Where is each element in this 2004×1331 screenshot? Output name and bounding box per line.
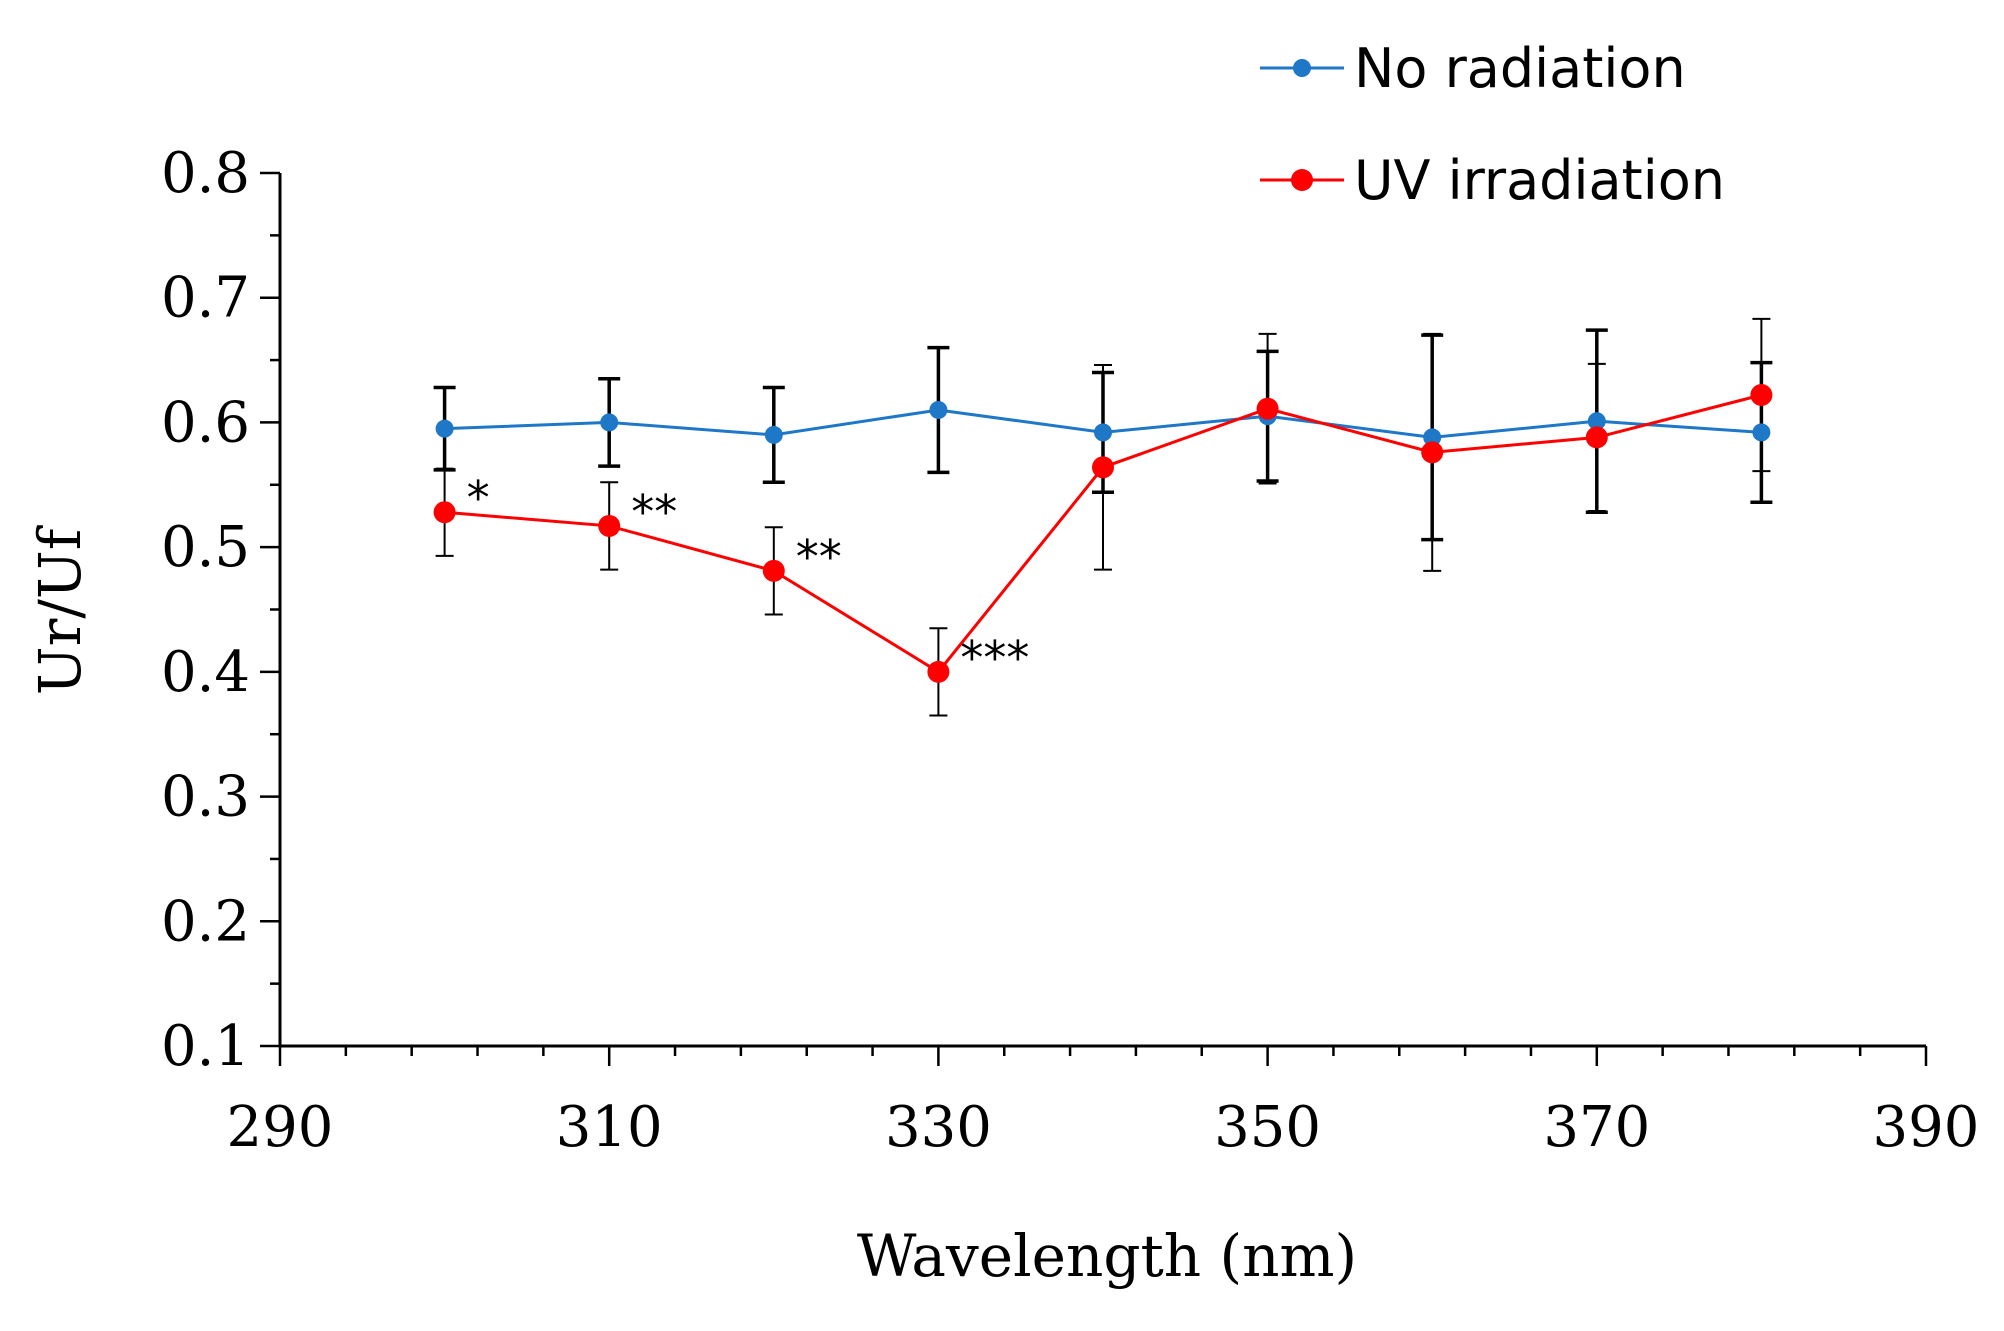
y-tick-label: 0.3 (161, 765, 250, 830)
data-point-no-radiation (435, 419, 454, 438)
x-tick-label: 310 (556, 1095, 663, 1160)
legend-label-uv-irradiation: UV irradiation (1354, 149, 1725, 212)
data-point-no-radiation (1752, 423, 1771, 442)
data-point-uv-irradiation (927, 660, 950, 683)
data-point-uv-irradiation (1256, 397, 1279, 420)
significance-annotation: ** (631, 485, 677, 539)
x-tick-label: 390 (1873, 1095, 1980, 1160)
y-tick-label: 0.1 (161, 1014, 250, 1079)
legend-label-no-radiation: No radiation (1354, 37, 1686, 100)
y-axis-title: Ur/Uf (26, 525, 94, 695)
data-point-uv-irradiation (762, 559, 785, 582)
significance-annotation: *** (960, 631, 1029, 685)
data-point-no-radiation (1423, 428, 1442, 447)
y-tick-label: 0.2 (161, 889, 250, 954)
data-point-no-radiation (929, 400, 948, 419)
data-point-uv-irradiation (1750, 383, 1773, 406)
x-tick-label: 330 (885, 1095, 992, 1160)
error-bars (433, 317, 1773, 717)
data-point-uv-irradiation (1585, 426, 1608, 449)
significance-annotations: * ******* (467, 471, 1030, 685)
data-point-uv-irradiation (1092, 456, 1114, 479)
axes: 0.1 0.2 0.3 0.4 0.5 0.6 0.7 0.8 290 310 330 350 370 3… (161, 141, 1980, 1160)
legend-item-uv-irradiation: UV irradiation (1260, 149, 1725, 212)
x-tick-label: 290 (227, 1095, 334, 1160)
data-point-no-radiation (764, 425, 783, 444)
y-tick-label: 0.8 (161, 141, 250, 206)
data-point-uv-irradiation (1421, 441, 1444, 464)
x-axis-title: Wavelength (nm) (857, 1222, 1357, 1290)
data-point-no-radiation (1587, 412, 1606, 431)
data-point-uv-irradiation (433, 501, 456, 524)
y-tick-label: 0.7 (161, 266, 250, 331)
data-point-no-radiation (1094, 423, 1112, 442)
x-tick-label: 370 (1543, 1095, 1650, 1160)
y-tick-label: 0.5 (161, 515, 250, 580)
data-points (433, 383, 1773, 683)
data-point-no-radiation (600, 413, 619, 432)
legend-marker-no-radiation (1293, 59, 1311, 77)
x-tick-label: 350 (1214, 1095, 1321, 1160)
y-tick-label: 0.4 (161, 640, 250, 705)
data-point-uv-irradiation (598, 514, 621, 537)
legend-item-no-radiation: No radiation (1260, 37, 1686, 100)
y-tick-label: 0.6 (161, 390, 250, 455)
legend-marker-uv-irradiation (1291, 169, 1313, 191)
legend: No radiation UV irradiation (1260, 37, 1725, 212)
significance-annotation: ** (796, 530, 842, 584)
significance-annotation: * (467, 471, 490, 525)
